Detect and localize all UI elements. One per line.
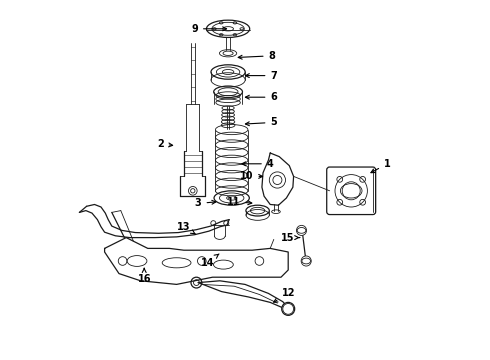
Circle shape <box>296 225 307 235</box>
Text: 5: 5 <box>245 117 277 127</box>
Circle shape <box>189 186 197 195</box>
Text: 10: 10 <box>240 171 263 181</box>
Text: 7: 7 <box>245 71 277 81</box>
Text: 15: 15 <box>281 233 300 243</box>
Text: 8: 8 <box>238 51 275 61</box>
Text: 11: 11 <box>227 197 252 207</box>
Text: 1: 1 <box>371 159 391 173</box>
Text: 16: 16 <box>138 268 151 284</box>
Text: 2: 2 <box>157 139 172 149</box>
Text: 6: 6 <box>245 92 277 102</box>
Text: 3: 3 <box>195 198 216 208</box>
Text: 12: 12 <box>274 288 295 302</box>
Text: 13: 13 <box>177 222 196 234</box>
Circle shape <box>282 302 294 315</box>
Circle shape <box>301 256 311 266</box>
Text: 9: 9 <box>191 24 226 34</box>
Text: 14: 14 <box>200 254 219 268</box>
Text: 4: 4 <box>242 159 273 169</box>
